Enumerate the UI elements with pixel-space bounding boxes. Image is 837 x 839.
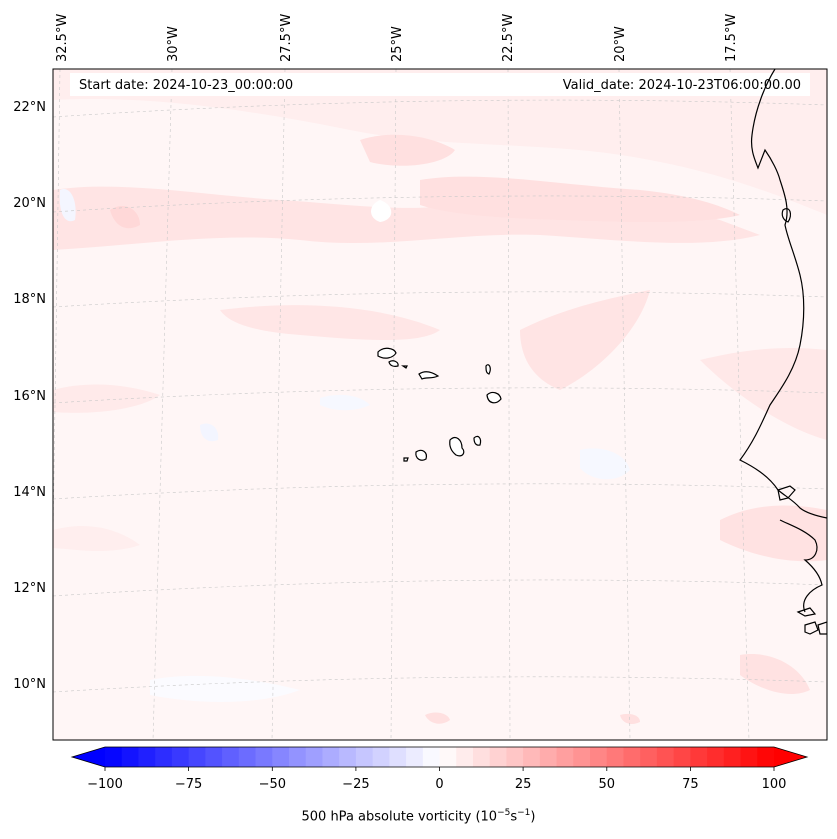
map-panel: [53, 69, 827, 740]
lon-label: 27.5°W: [279, 14, 294, 62]
colorbar-tick-label: −25: [342, 777, 369, 792]
colorbar-segment: [372, 747, 390, 767]
lat-label: 22°N: [13, 100, 46, 115]
colorbar-tick-labels: −100 −75 −50 −25 0 25 50 75 100: [87, 777, 786, 792]
colorbar-segment: [623, 747, 641, 767]
island-sao-vicente: [388, 360, 399, 367]
colorbar-segment: [489, 747, 508, 767]
latitude-labels: 22°N 20°N 18°N 16°N 14°N 12°N 10°N: [13, 100, 46, 692]
lon-label: 30°W: [166, 26, 181, 62]
colorbar-segments: [105, 747, 775, 767]
colorbar-segment: [590, 747, 608, 767]
colorbar-segment: [171, 747, 190, 767]
colorbar-segment: [556, 747, 574, 767]
lon-label: 22.5°W: [501, 14, 516, 62]
colorbar-segment: [238, 747, 257, 767]
colorbar-min-extend-arrow: [72, 747, 105, 767]
colorbar-tick-label: 50: [599, 777, 616, 792]
lat-label: 20°N: [13, 196, 46, 211]
colorbar-segment: [640, 747, 658, 767]
colorbar-segment: [539, 747, 558, 767]
colorbar-max-extend-arrow: [774, 747, 807, 767]
map-frame: [52, 68, 828, 741]
island-maio: [473, 435, 482, 446]
start-date-label: Start date: 2024-10-23_00:00:00: [79, 78, 294, 93]
colorbar-tick-label: 100: [762, 777, 787, 792]
colorbar-segment: [355, 747, 374, 767]
colorbar-segment: [690, 747, 708, 767]
colorbar: −100 −75 −50 −25 0 25 50 75 100: [70, 746, 809, 792]
colorbar-segment: [439, 747, 457, 767]
vorticity-field: [53, 69, 827, 724]
colorbar-segment: [188, 747, 206, 767]
colorbar-segment: [255, 747, 273, 767]
colorbar-segment: [573, 747, 591, 767]
lon-label: 25°W: [390, 26, 405, 62]
colorbar-tick-label: 0: [435, 777, 443, 792]
colorbar-segment: [305, 747, 324, 767]
lat-label: 18°N: [13, 292, 46, 307]
island-sao-nicolau: [418, 371, 440, 380]
island-boa-vista: [486, 391, 502, 404]
colorbar-segment: [222, 747, 240, 767]
colorbar-tick-label: 25: [515, 777, 532, 792]
colorbar-segment: [322, 747, 340, 767]
colorbar-segment: [606, 747, 625, 767]
colorbar-tick-label: 75: [682, 777, 699, 792]
lon-label: 32.5°W: [55, 14, 70, 62]
island-fogo: [415, 449, 427, 461]
lon-label: 17.5°W: [724, 14, 739, 62]
colorbar-ticks: [104, 767, 775, 771]
island-santa-luzia: [401, 365, 408, 369]
cabo-verde-islands: [377, 347, 502, 462]
colorbar-label-exponent-2: −1: [517, 808, 531, 818]
colorbar-segment: [105, 747, 123, 767]
colorbar-segment: [656, 747, 675, 767]
lat-label: 12°N: [13, 581, 46, 596]
lat-label: 14°N: [13, 485, 46, 500]
colorbar-segment: [707, 747, 725, 767]
colorbar-label-exponent-1: −5: [497, 808, 511, 818]
colorbar-segment: [673, 747, 691, 767]
colorbar-segment: [472, 747, 491, 767]
colorbar-segment: [272, 747, 290, 767]
colorbar-segment: [456, 747, 474, 767]
island-sal: [485, 364, 491, 375]
lat-label: 16°N: [13, 389, 46, 404]
colorbar-segment: [406, 747, 424, 767]
colorbar-segment: [389, 747, 407, 767]
header-strip: [70, 73, 810, 96]
colorbar-label-end: ): [530, 809, 536, 825]
colorbar-tick-label: −50: [259, 777, 286, 792]
colorbar-segment: [422, 747, 441, 767]
valid-date-label: Valid_date: 2024-10-23T06:00:00.00: [562, 78, 801, 93]
colorbar-label-unit: s: [510, 809, 518, 825]
colorbar-segment: [121, 747, 140, 767]
island-santo-antao: [377, 347, 397, 359]
colorbar-segment: [523, 747, 541, 767]
colorbar-tick-label: −75: [175, 777, 202, 792]
island-santiago: [449, 436, 465, 457]
colorbar-segment: [339, 747, 357, 767]
colorbar-segment: [138, 747, 156, 767]
coastline: [739, 69, 827, 635]
colorbar-segment: [740, 747, 758, 767]
lat-label: 10°N: [13, 677, 46, 692]
graticule: [53, 69, 827, 740]
longitude-labels: 32.5°W 30°W 27.5°W 25°W 22.5°W 20°W 17.5…: [55, 14, 739, 62]
colorbar-label-main: 500 hPa absolute vorticity (10: [301, 809, 498, 825]
colorbar-label: 500 hPa absolute vorticity (10−5s−1): [0, 808, 837, 824]
colorbar-segment: [288, 747, 307, 767]
colorbar-segment: [155, 747, 173, 767]
colorbar-segment: [506, 747, 524, 767]
colorbar-segment: [205, 747, 223, 767]
island-brava: [403, 457, 409, 462]
colorbar-segment: [723, 747, 742, 767]
colorbar-tick-label: −100: [87, 777, 123, 792]
colorbar-segment: [757, 747, 775, 767]
lon-label: 20°W: [613, 26, 628, 62]
